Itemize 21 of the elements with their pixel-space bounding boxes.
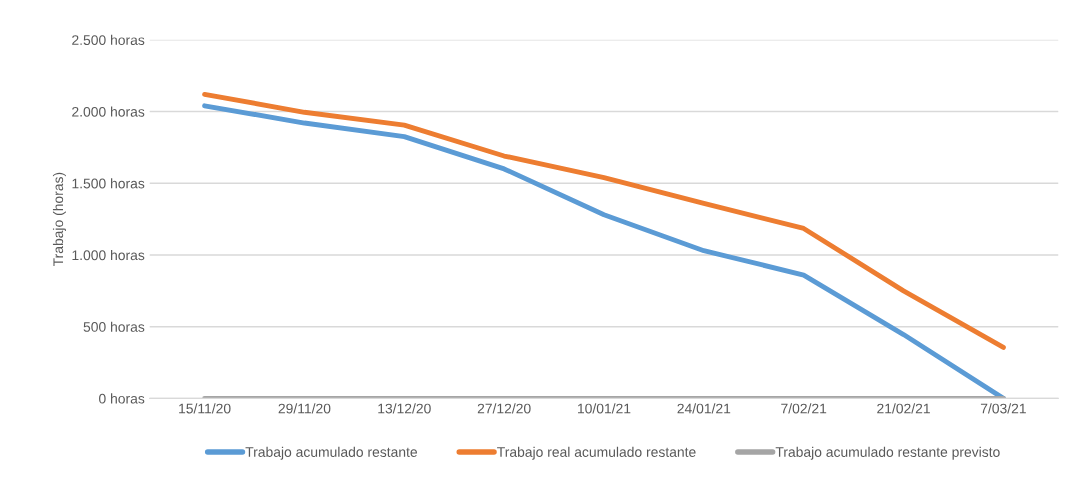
x-tick-label: 24/01/21 bbox=[677, 403, 731, 414]
line-series bbox=[202, 91, 1006, 350]
x-tick-label: 7/03/21 bbox=[980, 403, 1026, 414]
x-tick-label: 7/02/21 bbox=[781, 403, 827, 414]
x-tick-label: 29/11/20 bbox=[278, 403, 331, 414]
x-tick-label: 21/02/21 bbox=[877, 403, 930, 414]
y-axis-title: Trabajo (horas) bbox=[52, 172, 66, 267]
y-tick-label: 0 horas bbox=[99, 393, 145, 404]
legend-label: Trabajo real acumulado restante bbox=[497, 446, 696, 460]
x-tick-label: 15/11/20 bbox=[179, 403, 231, 414]
legend-label: Trabajo acumulado restante bbox=[245, 446, 418, 460]
y-tick-label: 1.500 horas bbox=[72, 178, 145, 189]
y-tick-label: 500 horas bbox=[83, 321, 145, 332]
line-series bbox=[202, 103, 1006, 399]
y-tick-label: 1.000 horas bbox=[72, 249, 145, 261]
x-tick-label: 10/01/21 bbox=[578, 403, 631, 414]
y-tick-label: 2.500 horas bbox=[72, 34, 145, 46]
x-tick-label: 13/12/20 bbox=[378, 403, 431, 414]
legend-label: Trabajo acumulado restante previsto bbox=[775, 446, 1000, 460]
y-tick-label: 2.000 horas bbox=[72, 106, 145, 117]
x-tick-label: 27/12/20 bbox=[477, 403, 531, 414]
